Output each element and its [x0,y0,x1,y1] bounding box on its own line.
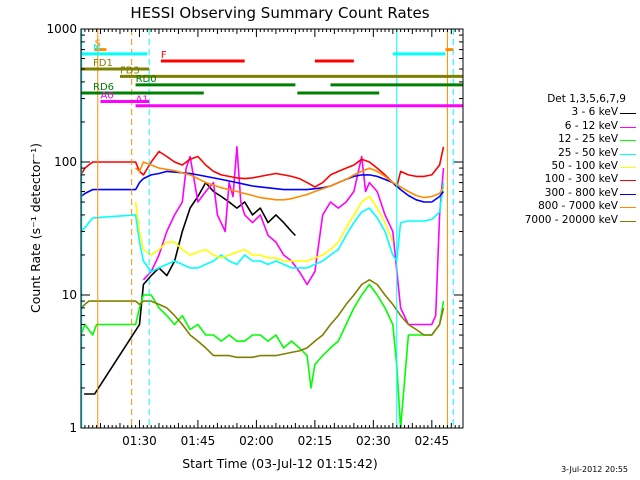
y-tick-label-3: 1000 [46,22,77,36]
vertical-markers [81,29,454,428]
legend-label: 3 - 6 keV [571,106,618,119]
x-tick-label-0: 01:30 [122,434,157,448]
legend-label: 6 - 12 keV [564,119,618,132]
flag-label-0: S [95,39,101,50]
legend-entry: 6 - 12 keV [484,120,640,133]
legend-entry: 7000 - 20000 keV [484,214,640,227]
legend-entry: 50 - 100 keV [484,160,640,173]
legend-label: 12 - 25 keV [558,133,618,146]
flag-label-4: FD3 [120,65,140,76]
y-tick-label-2: 100 [54,155,77,169]
y-tick-label-0: 1 [69,421,77,435]
x-tick-label-4: 02:30 [356,434,391,448]
legend-label: 300 - 800 keV [544,186,618,199]
legend-swatch [620,126,636,128]
y-tick-label-1: 10 [62,288,77,302]
legend-label: 100 - 300 keV [544,173,618,186]
legend-entry: 3 - 6 keV [484,106,640,119]
legend-swatch [620,220,636,222]
legend-rows: 3 - 6 keV 6 - 12 keV 12 - 25 keV 25 - 50 ke… [484,106,640,227]
series-line-7 [135,161,445,201]
flag-label-6: RD6 [93,82,114,93]
legend-swatch [620,113,636,115]
flag-label-7: A0 [100,91,113,102]
legend-label: 50 - 100 keV [551,159,618,172]
series-line-2 [81,283,445,428]
series-line-6 [81,170,445,203]
legend-entry: 100 - 300 keV [484,173,640,186]
x-tick-label-2: 02:00 [239,434,274,448]
legend-entry: 12 - 25 keV [484,133,640,146]
legend-swatch [620,153,636,155]
legend-label: 800 - 7000 keV [538,200,618,213]
x-tick-label-1: 01:45 [181,434,216,448]
legend-swatch [620,207,636,209]
y-axis-label: Count Rate (s⁻¹ detector⁻¹) [28,143,43,313]
legend: Det 1,3,5,6,7,9 3 - 6 keV 6 - 12 keV 12 - … [484,93,640,227]
x-tick-label-5: 02:45 [415,434,450,448]
series-line-8 [81,279,445,359]
flag-label-1: N [93,43,100,54]
series-layer [81,146,445,428]
legend-label: 25 - 50 keV [558,146,618,159]
x-axis-label: Start Time (03-Jul-12 01:15:42) [182,456,378,471]
legend-entry: 300 - 800 keV [484,187,640,200]
flag-label-2: F [161,50,167,61]
legend-label: 7000 - 20000 keV [524,213,618,226]
series-line-0 [84,181,296,395]
flag-label-8: A1 [136,95,149,106]
legend-entry: 800 - 7000 keV [484,200,640,213]
flag-label-3: FD1 [93,58,113,69]
series-line-4 [134,195,394,262]
legend-swatch [620,180,636,182]
timestamp-stamp: 3-Jul-2012 20:55 [561,465,628,474]
flag-label-5: RD0 [136,74,157,85]
legend-entry: 25 - 50 keV [484,147,640,160]
x-tick-label-3: 02:15 [298,434,333,448]
chart-title: HESSI Observing Summary Count Rates [130,4,429,22]
legend-swatch [620,166,636,168]
legend-swatch [620,140,636,142]
legend-swatch [620,193,636,195]
axes-layer: 01:30 01:45 02:00 02:15 02:30 02:45 1 10 100 1000 [46,22,464,448]
legend-title: Det 1,3,5,6,7,9 [547,93,626,105]
series-line-3 [81,182,445,273]
